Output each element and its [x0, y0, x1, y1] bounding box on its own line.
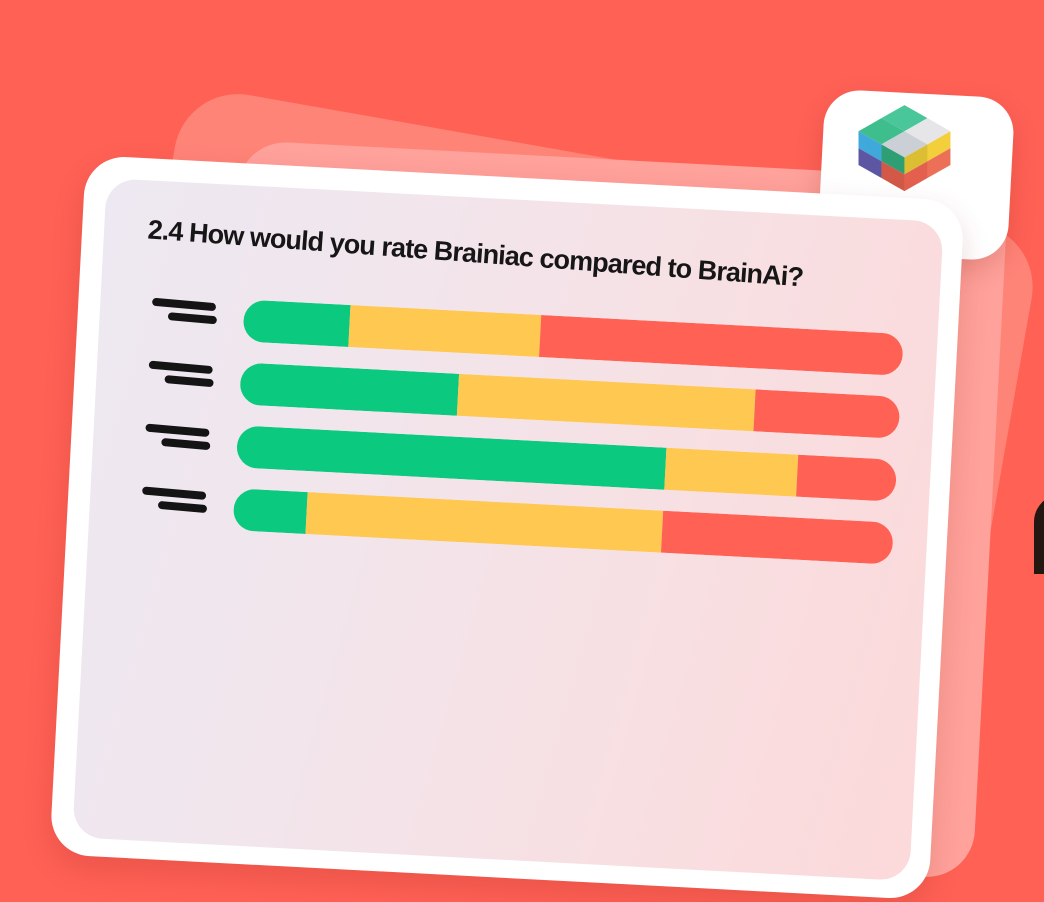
bar-segment-green [242, 299, 351, 347]
bar-segment-red [660, 510, 894, 565]
stacked-bar [242, 299, 904, 376]
stacked-bar [232, 488, 894, 565]
stacked-bar [235, 425, 898, 502]
bar-segment-yellow [347, 305, 542, 357]
bar-segment-yellow [664, 447, 799, 497]
card-tab [816, 88, 1016, 262]
label-dash-icon [167, 312, 218, 325]
bar-segment-red [753, 389, 901, 439]
bar-segment-yellow [305, 492, 664, 553]
chart-title: 2.4 How would you rate Brainiac compared… [146, 214, 805, 293]
bar-segment-green [235, 425, 667, 490]
card-body: 2.4 How would you rate Brainiac compared… [49, 155, 965, 901]
row-label-redacted [144, 421, 238, 453]
stacked-bar [239, 362, 901, 439]
chart-rows [140, 295, 904, 586]
label-dash-icon [157, 500, 208, 514]
label-dash-icon [161, 437, 211, 451]
bar-segment-yellow [456, 373, 756, 432]
row-label-redacted [147, 358, 241, 390]
row-label-redacted [151, 295, 245, 327]
bar-segment-green [232, 488, 308, 534]
label-dash-icon [151, 297, 217, 312]
bottom-right-dark-card [1034, 494, 1044, 574]
label-dash-icon [148, 360, 213, 375]
hero-banner: { "colors": { "background": "#FF6155", "… [49, 84, 1044, 901]
bar-segment-red [796, 454, 898, 502]
label-dash-icon [141, 486, 207, 500]
label-dash-icon [164, 375, 214, 388]
bar-segment-red [539, 315, 904, 376]
bar-segment-green [239, 362, 459, 416]
cube-blocks-logo-icon [858, 105, 951, 192]
chart-panel: 2.4 How would you rate Brainiac compared… [72, 178, 944, 882]
row-label-redacted [141, 483, 235, 515]
label-dash-icon [145, 423, 210, 438]
